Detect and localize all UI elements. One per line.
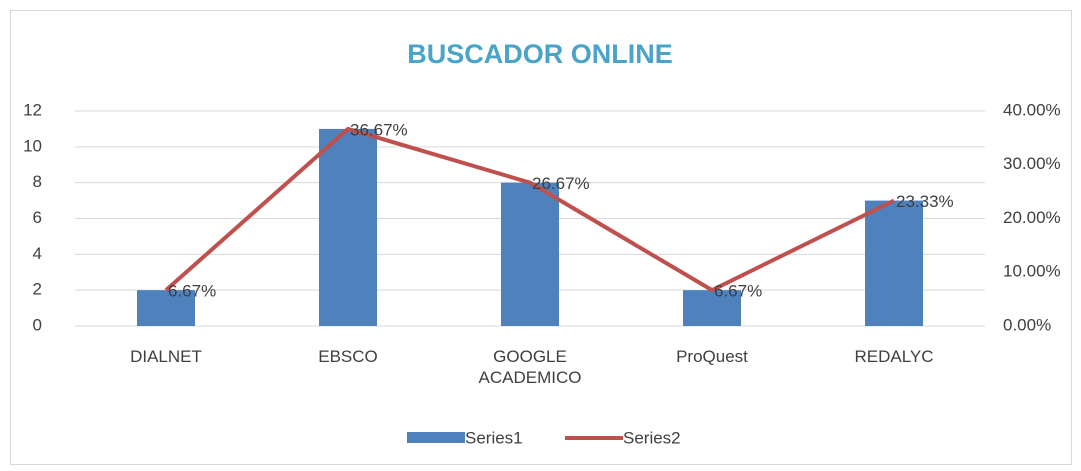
x-tick-label: DIALNET: [130, 347, 202, 366]
y-tick-label: 0: [33, 315, 42, 334]
bar: [865, 200, 923, 326]
x-tick-label: REDALYC: [854, 347, 934, 366]
chart-title: BUSCADOR ONLINE: [407, 39, 673, 69]
x-tick-label: ProQuest: [676, 347, 748, 366]
y-tick-label: 12: [23, 100, 42, 119]
y2-tick-label: 10.00%: [1003, 262, 1061, 281]
x-tick-label-box: EBSCO: [318, 347, 378, 366]
y-tick-label: 4: [33, 244, 42, 263]
legend-label: Series2: [623, 428, 681, 447]
y2-tick-label: 40.00%: [1003, 100, 1061, 119]
data-label: 6.67%: [168, 282, 216, 301]
data-label: 23.33%: [896, 192, 954, 211]
data-label: 36.67%: [350, 120, 408, 139]
x-tick-label-box: DIALNET: [130, 347, 202, 366]
legend-label: Series1: [465, 428, 523, 447]
line: [164, 126, 895, 293]
bar: [137, 290, 195, 326]
x-tick-label: GOOGLE ACADEMICO: [478, 347, 582, 387]
y-tick-label: 2: [33, 280, 42, 299]
x-tick-label-box: REDALYC: [854, 347, 934, 366]
bar: [683, 290, 741, 326]
bar: [501, 182, 559, 326]
data-label: 6.67%: [714, 282, 762, 301]
y2-tick-label: 30.00%: [1003, 154, 1061, 173]
legend-swatch: [407, 432, 465, 443]
x-tick-label-box: ProQuest: [676, 347, 748, 366]
x-tick-label: EBSCO: [318, 347, 378, 366]
y2-tick-label: 0.00%: [1003, 315, 1051, 334]
bar: [319, 128, 377, 326]
y2-tick-label: 20.00%: [1003, 208, 1061, 227]
data-label: 26.67%: [532, 174, 590, 193]
x-tick-label-box: GOOGLE ACADEMICO: [478, 347, 582, 387]
y-tick-label: 10: [23, 136, 42, 155]
y-tick-label: 8: [33, 172, 42, 191]
y-tick-label: 6: [33, 208, 42, 227]
